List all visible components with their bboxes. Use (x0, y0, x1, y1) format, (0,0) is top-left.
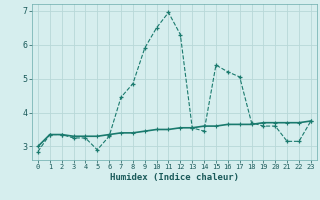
X-axis label: Humidex (Indice chaleur): Humidex (Indice chaleur) (110, 173, 239, 182)
